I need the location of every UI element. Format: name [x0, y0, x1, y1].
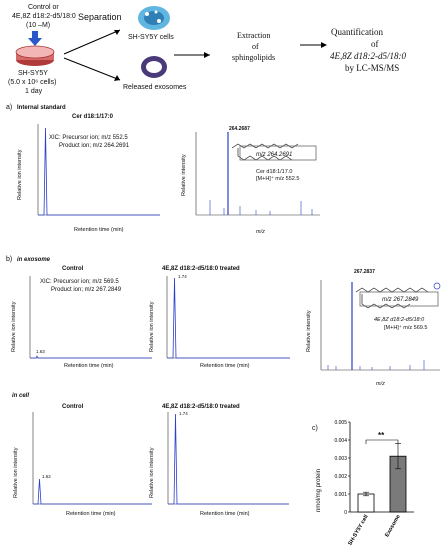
panel-c-bar-chart: 0 0.001 0.002 0.003 0.004 0.005 SH-SY5Y cell Ex…: [334, 420, 414, 547]
separation-label: Separation: [78, 12, 122, 22]
down-arrow-icon: [28, 31, 42, 46]
panel-b-heading-cell: in cell: [12, 393, 30, 399]
exo-control-xlabel: Retention time (min): [64, 363, 114, 369]
panel-a-plots: [37, 124, 320, 216]
exo-control-peak: 1.63: [36, 349, 45, 354]
panel-a-xlabel-ms: m/z: [256, 229, 265, 235]
cell-treated-title: 4E,8Z d18:2-d5/18:0 treated: [162, 404, 240, 410]
treatment-compound: 4E,8Z d18:2-d5/18:0: [12, 13, 76, 20]
y-tick-label: 0.004: [334, 438, 347, 444]
panel-b-mz-box: m/z 267.2849: [382, 297, 419, 303]
extraction-label-2: of: [252, 42, 259, 51]
y-tick-label: 0.002: [334, 474, 347, 480]
category-label-0: SH-SY5Y cell: [347, 514, 370, 547]
panel-b-compound: 4E,8Z d18:2-d5/18:0: [374, 317, 425, 323]
panel-c-ylabel: nmol/mg protein: [316, 468, 322, 512]
cell-control-xlabel: Retention time (min): [66, 511, 116, 517]
panel-b-xic-2: Product ion; m/z 267.2849: [51, 287, 122, 293]
cells-icon: [138, 6, 170, 30]
significance-bracket: [365, 439, 399, 444]
ceramide-structure: [231, 143, 317, 161]
exo-control-chromatogram: [29, 276, 152, 359]
panel-a-peak-trace: [38, 127, 160, 216]
exosome-icon: [141, 56, 167, 78]
y-tick-label: 0: [344, 510, 347, 516]
workflow-arrow-right: [300, 42, 327, 48]
panel-b-heading-exo: in exosome: [17, 257, 51, 263]
panel-b-plots: 0 0.001 0.002 0.003 0.004 0.005 SH-SY5Y cell Ex…: [29, 276, 441, 547]
extraction-label-3: sphingolipids: [232, 53, 276, 62]
quant-label-2: of: [371, 39, 379, 49]
y-tick-label: 0.001: [334, 492, 347, 498]
cell-treated-peak: 1.74: [179, 411, 188, 416]
panel-a-ylabel: Relative ion intensity: [17, 149, 23, 200]
exo-treated-ylabel: Relative ion intensity: [149, 301, 155, 352]
workflow-arrows: [63, 29, 210, 81]
exo-treated-title: 4E,8Z d18:2-d5/18:0 treated: [162, 266, 240, 272]
panel-a-letter: a): [6, 104, 13, 111]
dideuterated-structure: [355, 282, 441, 309]
panel-b-peak-label: 267.2837: [354, 269, 375, 275]
panel-a-title: Cer d18:1/17:0: [72, 114, 114, 120]
exo-control-title: Control: [62, 266, 84, 272]
quant-label-1: Quantification: [331, 27, 383, 37]
significance-marker: **: [378, 431, 385, 440]
cell-treated-chromatogram: [167, 412, 289, 505]
panel-a-xlabel: Retention time (min): [74, 227, 124, 233]
panel-a-xic-1: XIC: Precursor ion; m/z 552.5: [49, 135, 128, 141]
bar-0: [357, 493, 375, 513]
category-label-1: Exosome: [384, 514, 401, 538]
panel-b-xic-1: XIC: Precursor ion; m/z 569.5: [40, 279, 119, 285]
exo-treated-peak: 1.74: [178, 274, 187, 279]
panel-a-compound: Cer d18:1/17.0: [256, 169, 293, 175]
extraction-label-1: Extraction: [237, 31, 271, 40]
panel-b-xlabel-ms: m/z: [376, 381, 385, 387]
exo-control-ylabel: Relative ion intensity: [11, 301, 17, 352]
panel-a-adduct: [M+H]⁺ m/z 552.5: [256, 176, 300, 182]
panel-a-xic-2: Product ion; m/z 264.2691: [59, 143, 130, 149]
cell-treated-xlabel: Retention time (min): [200, 511, 250, 517]
sh-cells-label: SH-SY5Y cells: [128, 34, 174, 41]
cell-line-label: SH-SY5Y: [18, 70, 48, 77]
cell-treated-ylabel: Relative ion intensity: [149, 447, 155, 498]
quant-label-3: 4E,8Z d18:2-d5/18:0: [330, 51, 406, 61]
panel-b-letter: b): [6, 256, 13, 263]
treatment-label: Control or: [28, 4, 59, 11]
culture-dish-icon: [15, 45, 55, 66]
y-tick-label: 0.005: [334, 420, 347, 426]
panel-a-spectrum: [195, 132, 320, 216]
panel-c-letter: c): [312, 425, 318, 432]
panel-b-spectrum: [320, 280, 440, 371]
duration-label: 1 day: [25, 88, 43, 95]
cell-control-peak: 1.62: [42, 474, 51, 479]
exo-treated-xlabel: Retention time (min): [200, 363, 250, 369]
quant-label-4: by LC-MS/MS: [345, 63, 400, 73]
y-tick-label: 0.003: [334, 456, 347, 462]
exo-treated-chromatogram: [166, 276, 290, 359]
panel-a-chromatogram: [37, 124, 160, 216]
panel-a-peak-label: 264.2687: [229, 126, 250, 132]
panel-b-ylabel-ms: Relative intensity: [306, 310, 312, 352]
panel-b-adduct: [M+H]⁺ m/z 569.5: [384, 325, 428, 331]
cell-control-title: Control: [62, 404, 84, 410]
panel-a-ylabel-ms: Relative intensity: [181, 154, 187, 196]
panel-a-mz-box: m/z 264.2691: [256, 152, 293, 158]
cell-control-chromatogram: [32, 412, 152, 505]
cell-count-label: (5.0 x 10⁶ cells): [8, 79, 57, 86]
cell-control-ylabel: Relative ion intensity: [13, 447, 19, 498]
panel-a-heading: Internal standard: [17, 105, 66, 111]
treatment-concentration: (10 –M): [26, 22, 51, 29]
exosomes-label: Released exosomes: [123, 84, 187, 91]
